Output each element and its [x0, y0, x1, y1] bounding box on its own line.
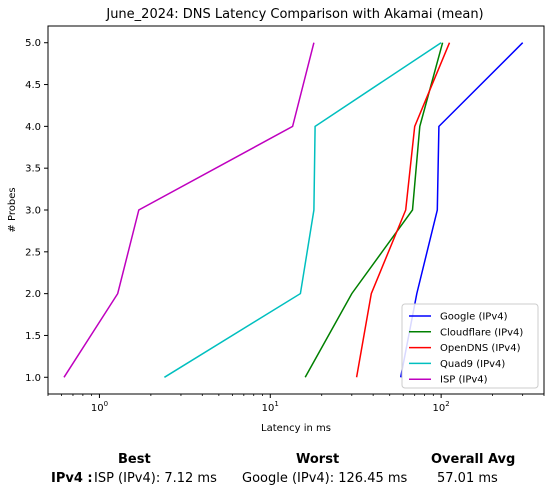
- series-line-cloudflare-ipv4: [304, 42, 444, 378]
- best-header: Best: [118, 452, 151, 467]
- worst-value: Google (IPv4): 126.45 ms: [242, 471, 408, 486]
- x-tick-label: 102: [433, 400, 450, 414]
- legend-label: ISP (IPv4): [440, 375, 488, 386]
- y-tick-label: 4.0: [25, 122, 41, 133]
- y-tick-label: 3.5: [25, 164, 41, 175]
- x-tick-label: 100: [91, 400, 108, 414]
- x-tick-label: 101: [262, 400, 279, 414]
- x-axis: 100 101 102: [47, 394, 545, 414]
- legend-label: Cloudflare (IPv4): [440, 327, 523, 338]
- overall-avg-header: Overall Avg: [431, 452, 516, 467]
- overall-avg-value: 57.01 ms: [437, 471, 498, 486]
- series-line-isp-ipv4: [63, 42, 315, 378]
- chart-title: June_2024: DNS Latency Comparison with A…: [105, 7, 483, 22]
- legend: Google (IPv4) Cloudflare (IPv4) OpenDNS (I…: [401, 303, 539, 389]
- legend-box: [401, 303, 539, 389]
- x-axis-label: Latency in ms: [261, 423, 331, 434]
- summary-panel: Best Worst Overall Avg IPv4 : ISP (IPv4)…: [0, 446, 551, 496]
- legend-label: OpenDNS (IPv4): [440, 343, 521, 354]
- y-axis: 1.0 1.5 2.0 2.5 3.0 3.5 4.0 4.5 5.0: [25, 38, 48, 384]
- y-tick-label: 1.0: [25, 373, 41, 384]
- series-line-quad9-ipv4: [164, 42, 442, 378]
- y-tick-label: 2.5: [25, 247, 41, 258]
- y-tick-label: 4.5: [25, 80, 41, 91]
- y-tick-label: 3.0: [25, 206, 41, 217]
- y-axis-label: # Probes: [7, 187, 18, 232]
- ipv4-row-label: IPv4 :: [51, 471, 93, 486]
- worst-header: Worst: [296, 452, 340, 467]
- latency-chart: June_2024: DNS Latency Comparison with A…: [7, 7, 545, 434]
- legend-label: Quad9 (IPv4): [440, 359, 505, 370]
- legend-label: Google (IPv4): [440, 312, 508, 323]
- series-line-opendns-ipv4: [355, 42, 451, 378]
- y-tick-label: 5.0: [25, 38, 41, 49]
- best-value: ISP (IPv4): 7.12 ms: [94, 471, 217, 486]
- y-tick-label: 1.5: [25, 331, 41, 342]
- series-lines: [63, 42, 524, 378]
- y-tick-label: 2.0: [25, 289, 41, 300]
